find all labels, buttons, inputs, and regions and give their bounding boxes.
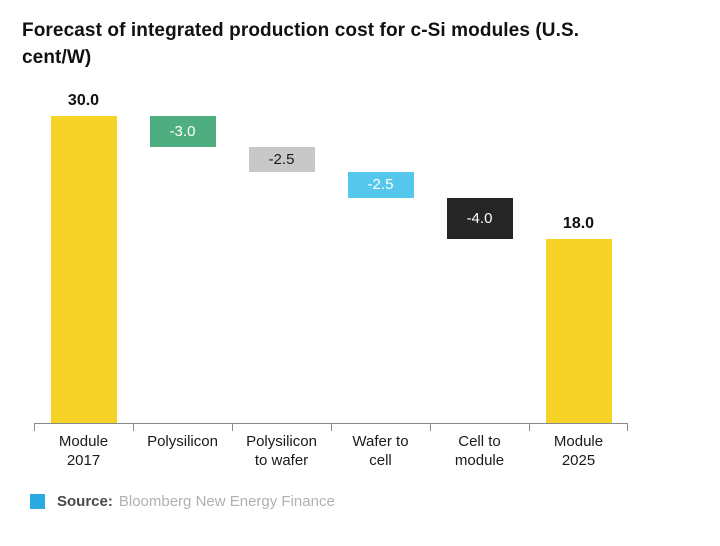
waterfall-bar-0: [50, 116, 117, 424]
waterfall-bar-5: [545, 239, 612, 424]
x-axis-labels: Module 2017 Polysilicon Polysilicon to waf…: [34, 432, 628, 470]
waterfall-bar-1: [149, 116, 216, 147]
bar-value-label-0: 30.0: [67, 92, 100, 110]
x-axis-label-5: Module 2025: [553, 433, 604, 470]
axis-tick: [133, 424, 134, 432]
waterfall-chart: 30.0 -3.0 -2.5 -2.5 -4.0 18.0 Module 2017 Poly…: [34, 92, 628, 470]
bar-value-label-3: -2.5: [367, 176, 394, 194]
source-legend-square-icon: [30, 494, 45, 509]
axis-tick: [331, 424, 332, 432]
bar-value-label-5: 18.0: [562, 215, 595, 232]
x-axis-label-2: Polysilicon to wafer: [246, 433, 317, 470]
axis-tick: [34, 424, 35, 432]
axis-tick: [232, 424, 233, 432]
bar-value-label-1: -3.0: [169, 122, 196, 140]
axis-tick: [627, 424, 628, 432]
waterfall-bar-2: [248, 146, 315, 173]
x-axis-label-3: Wafer to cell: [352, 433, 409, 470]
source-text: Bloomberg New Energy Finance: [118, 493, 335, 510]
waterfall-bar-4: [446, 198, 513, 239]
axis-tick: [430, 424, 431, 432]
bar-value-label-2: -2.5: [268, 150, 295, 168]
x-axis-label-4: Cell to module: [454, 433, 505, 470]
source-row: Source: Bloomberg New Energy Finance: [30, 493, 335, 510]
chart-title: Forecast of integrated production cost f…: [22, 20, 580, 68]
waterfall-bar-3: [347, 172, 414, 199]
source-label: Source:: [57, 493, 113, 510]
plot-area: 30.0 -3.0 -2.5 -2.5 -4.0 18.0: [34, 92, 628, 432]
axis-tick: [529, 424, 530, 432]
bar-value-label-4: -4.0: [466, 209, 493, 227]
x-axis-label-1: Polysilicon: [147, 433, 218, 451]
x-axis-label-0: Module 2017: [58, 433, 109, 470]
